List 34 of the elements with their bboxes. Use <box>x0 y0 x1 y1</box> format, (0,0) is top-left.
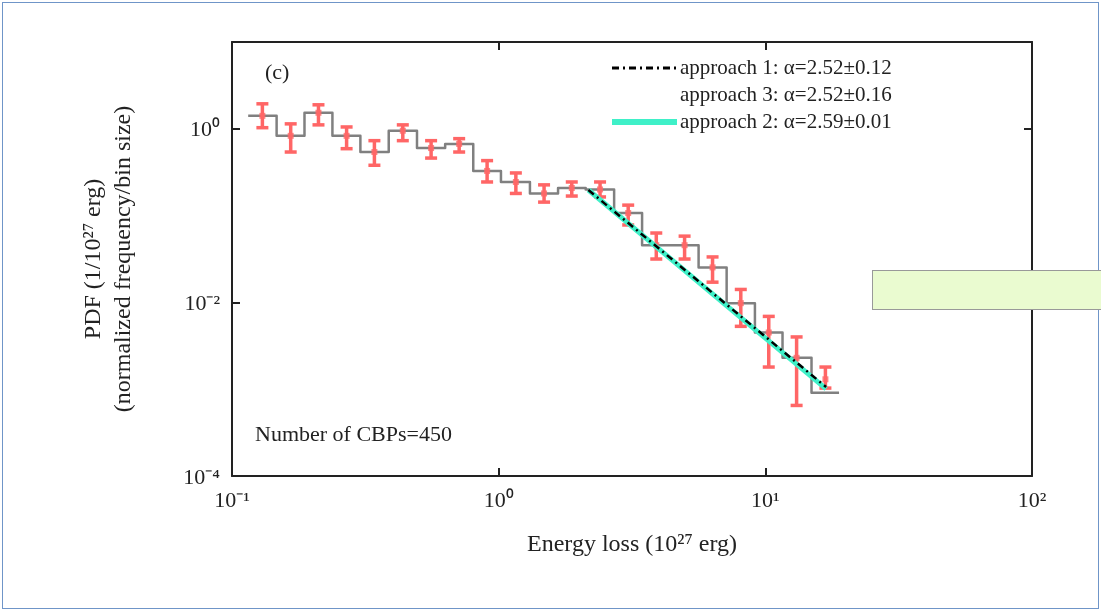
x-tick-label: 10¹ <box>751 486 780 512</box>
point <box>484 167 491 174</box>
annotation: Number of CBPs=450 <box>255 420 452 446</box>
x-tick-label: 10² <box>1017 486 1047 512</box>
point <box>568 184 575 191</box>
point <box>625 210 632 217</box>
point <box>512 178 519 185</box>
legend-label: approach 2: α=2.59±0.01 <box>680 108 892 133</box>
point <box>315 109 322 116</box>
x-tick-label: 10⁻¹ <box>214 486 250 512</box>
x-axis-title: Energy loss (10²⁷ erg) <box>527 530 737 556</box>
point <box>287 132 294 139</box>
point <box>456 140 463 147</box>
point <box>737 300 744 307</box>
point <box>822 376 829 383</box>
point <box>399 127 406 134</box>
y-tick-label: 10⁻² <box>184 289 221 315</box>
y-axis-title: PDF (1/10²⁷ erg) (normalized frequency/bin size) <box>79 105 135 413</box>
point <box>793 354 800 361</box>
text: approach 3: α=2.52±0.16 <box>680 81 892 106</box>
point <box>371 149 378 156</box>
point <box>541 190 548 197</box>
x-tick-label: 10⁰ <box>483 486 514 512</box>
y-tick-label: 10⁰ <box>190 116 220 142</box>
point <box>428 145 435 152</box>
point <box>681 242 688 249</box>
point <box>709 264 716 271</box>
y-tick-label: 10⁻⁴ <box>183 463 221 489</box>
legend-label: approach 1: α=2.52±0.12 <box>680 54 892 79</box>
point <box>765 329 772 336</box>
point <box>259 112 266 119</box>
point <box>343 132 350 139</box>
annotation: (c) <box>265 58 290 84</box>
point <box>597 186 604 193</box>
